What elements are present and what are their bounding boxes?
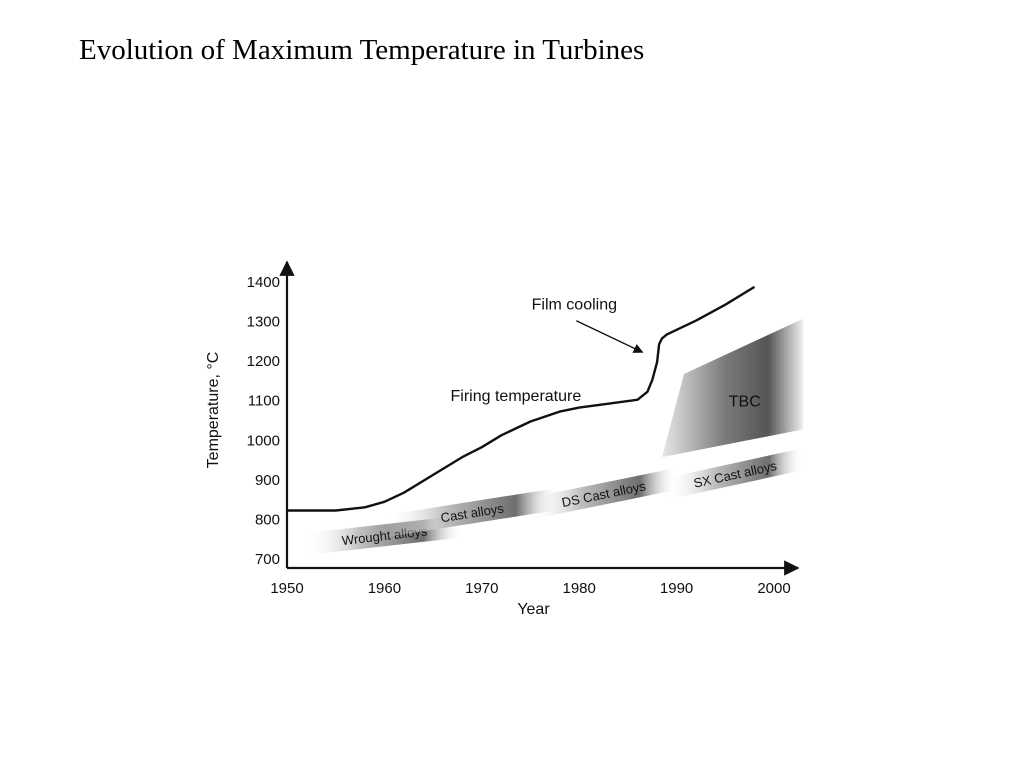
axes	[279, 260, 800, 576]
x-tick-label: 1990	[660, 580, 693, 597]
annotations: Film cooling Firing temperature TBC	[451, 297, 761, 411]
series	[287, 285, 756, 512]
y-tick-label: 1300	[247, 314, 280, 331]
x-tick-label: 2000	[757, 580, 790, 597]
tick-labels: 700 800 900 1000 1100 1200 1300 1400 1950 1960 197…	[247, 274, 791, 597]
series-line-0	[287, 285, 756, 512]
annotation-label: Firing temperature	[451, 388, 582, 405]
annotation-label: TBC	[729, 394, 761, 411]
x-tick-label: 1980	[563, 580, 596, 597]
x-tick-label: 1970	[465, 580, 498, 597]
y-tick-label: 800	[255, 511, 280, 528]
y-tick-label: 1400	[247, 274, 280, 291]
tbc-shape	[661, 318, 804, 458]
y-tick-label: 900	[255, 472, 280, 489]
y-axis-title: Temperature, °C	[205, 352, 222, 469]
slide-title: Evolution of Maximum Temperature in Turb…	[79, 34, 645, 66]
alloy-band-3	[666, 448, 804, 500]
annotation-arrow	[576, 320, 644, 353]
y-tick-label: 1000	[247, 432, 280, 449]
x-tick-label: 1960	[368, 580, 401, 597]
y-tick-label: 1200	[247, 353, 280, 370]
x-tick-label: 1950	[270, 580, 303, 597]
tbc-region	[661, 318, 804, 458]
alloy-band-2	[530, 467, 677, 520]
alloy-band-1	[384, 487, 560, 538]
y-tick-label: 1100	[248, 393, 280, 410]
y-tick-label: 700	[255, 551, 280, 568]
x-axis-title: Year	[517, 601, 550, 618]
annotation-label: Film cooling	[532, 297, 617, 314]
